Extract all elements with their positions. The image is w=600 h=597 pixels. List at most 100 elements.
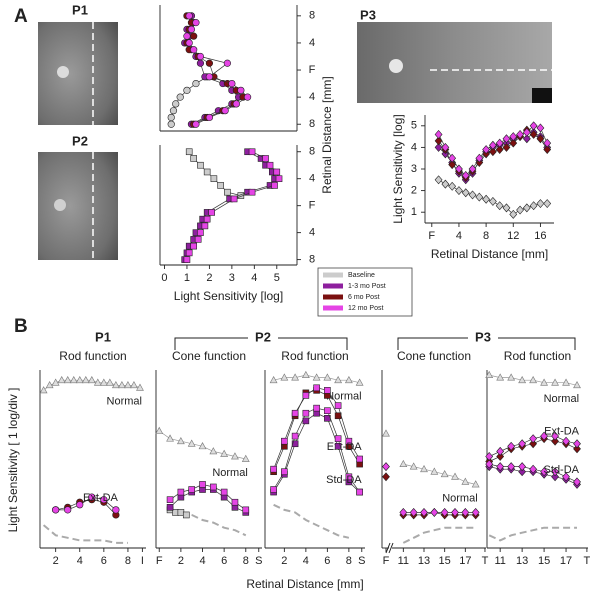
marker [409,462,418,470]
marker [382,472,390,482]
marker [241,454,250,462]
marker [482,194,491,204]
x-tick-label: T [482,555,489,567]
marker [302,392,310,399]
marker [203,215,211,223]
marker [518,462,527,472]
marker [543,138,552,148]
marker [509,209,518,219]
baseline-line [488,526,577,542]
marker [105,378,114,386]
y-tick-label: 4 [309,227,315,239]
marker [99,378,108,386]
marker [205,59,214,67]
marker [45,381,54,389]
y-axis-label: Light Sensitivity [log] [391,114,405,223]
marker [223,59,231,67]
marker [176,436,185,445]
x-tick-label: 11 [398,555,409,567]
y-tick-label: 4 [309,173,315,185]
marker [451,472,459,480]
marker [194,236,202,243]
series-line [186,15,249,125]
y-tick-label: F [309,200,316,212]
marker [177,488,185,496]
marker [344,375,353,384]
marker [291,409,299,417]
marker [220,488,228,496]
marker [220,449,229,457]
marker [177,509,185,516]
marker [434,136,443,146]
y-tick-label: 3 [411,163,417,175]
marker [242,506,250,514]
marker [183,256,191,263]
marker [529,201,538,211]
y-axis-label: Retinal Distance [mm] [320,76,334,193]
marker [461,507,470,517]
series-label: Normal [442,492,477,504]
marker [262,155,269,162]
group-bracket [174,337,348,350]
marker [502,142,511,152]
marker [124,381,132,389]
marker [281,468,288,476]
x-tick-label: T [584,555,591,567]
marker [399,459,408,467]
marker [551,436,559,446]
x-tick-label: 3 [229,272,235,284]
marker [573,444,581,454]
marker [266,161,274,169]
marker [275,175,283,183]
marker [551,378,559,386]
marker [39,386,48,394]
marker [201,222,209,230]
marker [237,86,245,94]
marker [440,470,449,478]
marker [529,375,538,384]
marker [536,199,545,209]
x-tick-label: 6 [101,555,107,567]
y-tick-label: 4 [309,37,315,49]
marker [63,375,72,384]
legend-label: 1-3 mo Post [348,283,386,290]
marker [434,129,443,139]
marker [551,472,559,482]
marker [230,195,238,203]
marker [461,171,470,180]
marker [355,378,364,386]
marker [169,107,178,115]
marker [270,465,277,473]
marker [496,452,505,461]
marker [522,127,531,137]
marker [518,467,527,477]
x-tick-label: 17 [459,555,471,567]
baseline-line [180,511,247,537]
marker [185,249,193,257]
marker [313,384,320,392]
marker [522,203,531,213]
marker [81,375,90,384]
y-tick-label: F [309,64,316,76]
marker [111,381,120,389]
marker [488,147,497,157]
marker [166,504,174,511]
marker [382,429,390,437]
patient-label: P3 [475,329,491,344]
marker [192,79,200,88]
marker [187,439,196,447]
marker [209,447,218,455]
x-tick-label: 8 [243,555,249,567]
baseline-line [402,526,476,544]
marker [441,142,450,152]
marker [183,86,191,94]
marker [57,375,66,384]
chart-title: Cone function [397,349,471,363]
marker [112,506,120,514]
marker [507,441,516,451]
marker [312,373,321,381]
marker [87,375,96,384]
marker [496,446,505,456]
marker [208,209,215,216]
x-tick-label: 6 [221,555,227,567]
